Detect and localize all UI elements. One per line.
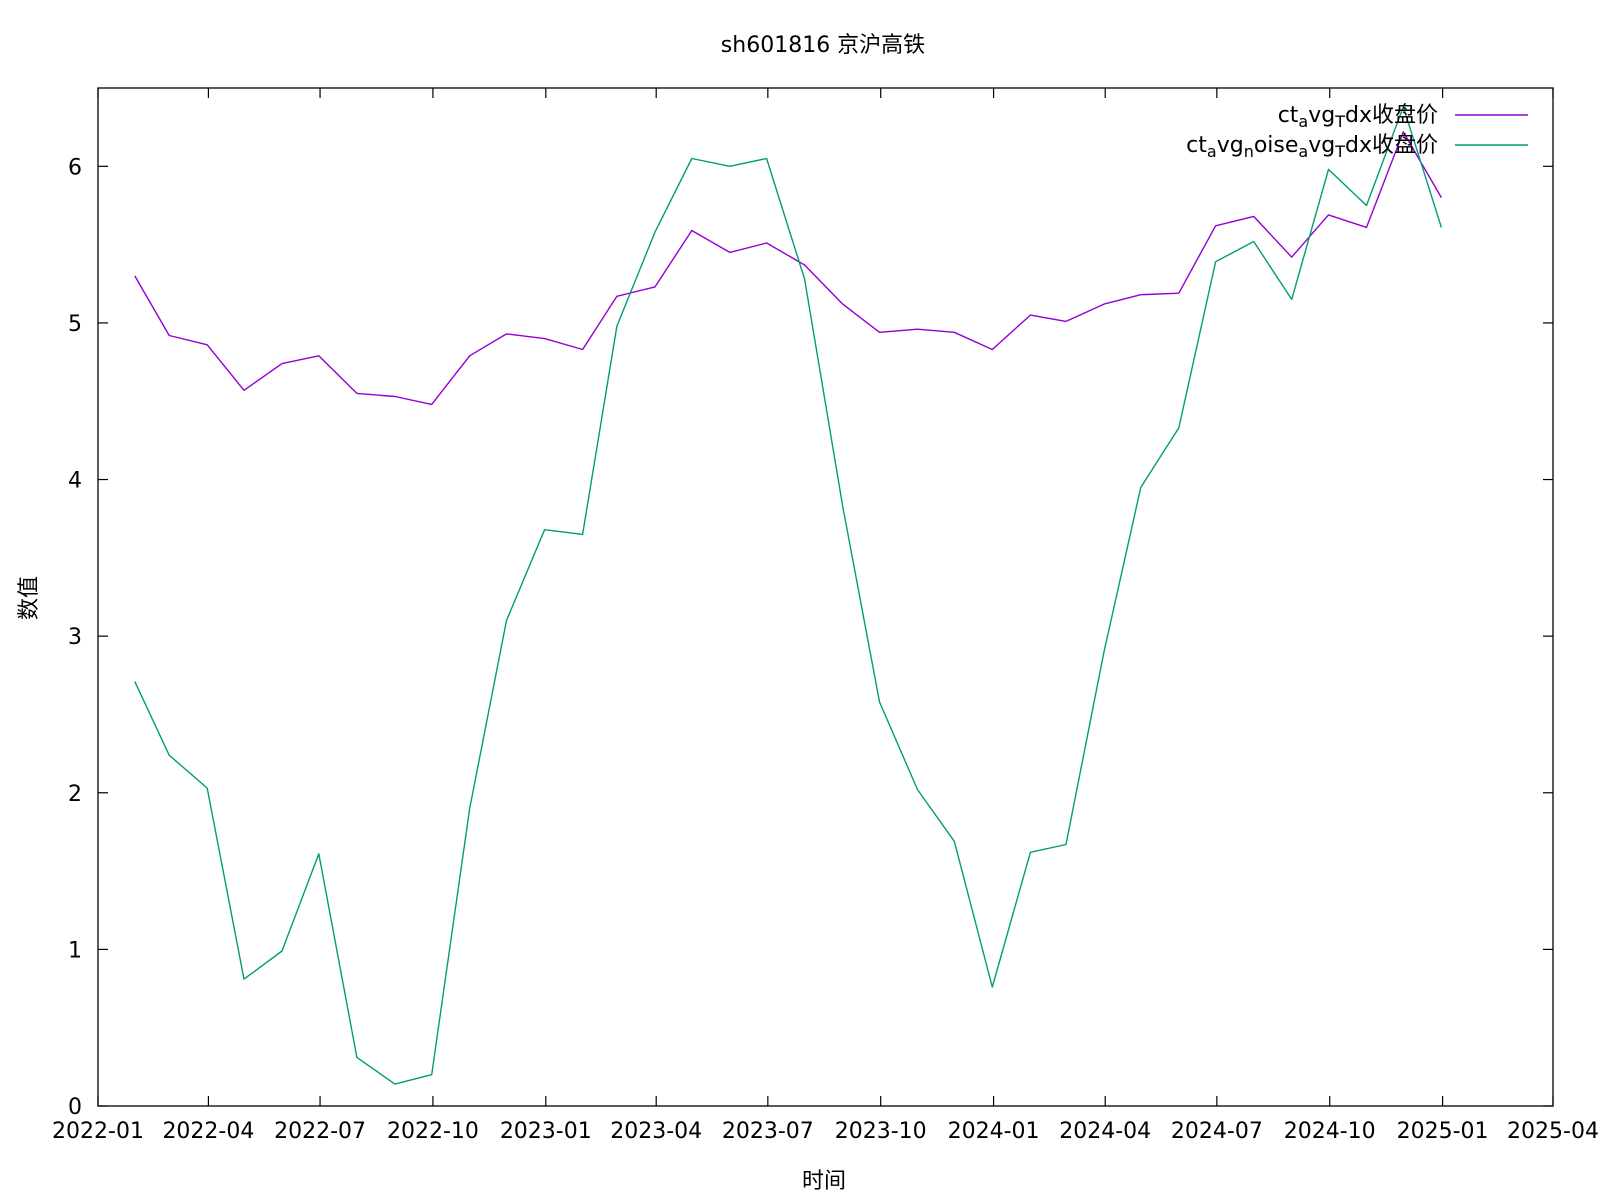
y-tick-label: 1 (68, 938, 82, 963)
y-tick-label: 5 (68, 312, 82, 337)
series-layer (134, 106, 1443, 1085)
y-axis-label: 数值 (17, 576, 42, 620)
y-tick-label: 2 (68, 782, 82, 807)
x-tick-label: 2022-01 (52, 1119, 144, 1144)
legend-label-2: ctavgnoiseavgTdx收盘价 (1186, 133, 1438, 161)
x-tick-label: 2023-07 (722, 1119, 814, 1144)
y-tick-label: 0 (68, 1095, 82, 1120)
y-tick-label: 3 (68, 625, 82, 650)
series-line-1 (134, 131, 1443, 406)
x-tick-label: 2024-07 (1171, 1119, 1263, 1144)
series-line-2 (134, 106, 1443, 1085)
plot-frame (97, 87, 1554, 1107)
x-tick-label: 2024-01 (948, 1119, 1040, 1144)
legend-label-1: ctavgTdx收盘价 (1278, 103, 1438, 131)
x-tick-label: 2022-04 (162, 1119, 254, 1144)
x-tick-label: 2022-10 (387, 1119, 479, 1144)
x-tick-label: 2023-01 (500, 1119, 592, 1144)
y-tick-label: 4 (68, 469, 82, 494)
x-tick-label: 2022-07 (274, 1119, 366, 1144)
x-tick-label: 2025-01 (1397, 1119, 1489, 1144)
chart-title: sh601816 京沪高铁 (721, 33, 925, 58)
x-axis-label: 时间 (802, 1169, 846, 1194)
x-tick-label: 2024-10 (1284, 1119, 1376, 1144)
x-tick-label: 2025-04 (1507, 1119, 1599, 1144)
x-tick-label: 2023-10 (835, 1119, 927, 1144)
x-tick-label: 2023-04 (610, 1119, 702, 1144)
y-tick-label: 6 (68, 155, 82, 180)
x-tick-label: 2024-04 (1059, 1119, 1151, 1144)
ticks-layer: 0 1 2 3 4 5 6 2022-01 2022-04 2022-07 2022-10 2023-… (52, 88, 1599, 1144)
